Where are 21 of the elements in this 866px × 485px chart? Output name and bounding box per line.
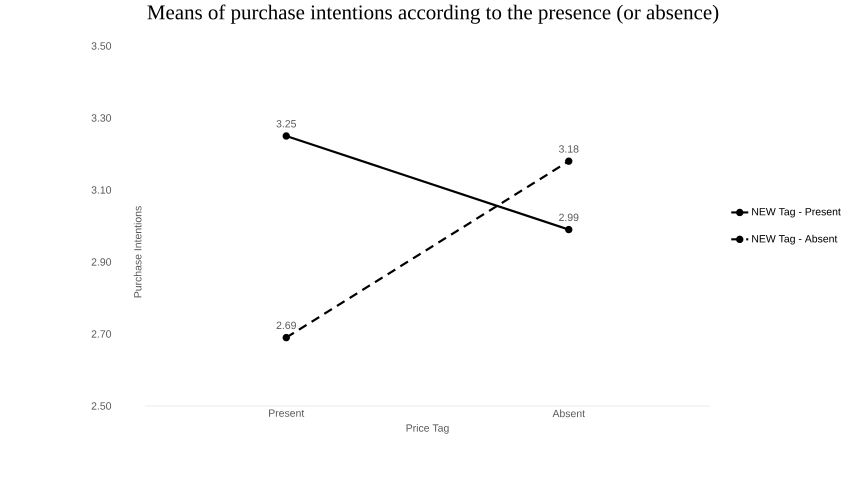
point — [282, 132, 290, 140]
data-label: 3.18 — [558, 145, 578, 153]
y-axis-title: Purchase Intentions — [134, 206, 142, 298]
y-tick-label: 2.90 — [92, 258, 112, 266]
x-axis-title: Price Tag — [406, 424, 449, 434]
y-tick-label: 2.70 — [92, 330, 112, 338]
point — [565, 157, 572, 165]
y-tick-label: 3.30 — [92, 114, 112, 122]
x-tick-label: Present — [269, 410, 304, 417]
point — [282, 334, 290, 342]
legend-label: NEW Tag - Present — [752, 208, 841, 218]
data-label: 2.69 — [276, 322, 296, 330]
data-label: 3.25 — [276, 120, 296, 128]
data-label: 2.99 — [559, 214, 578, 222]
point — [565, 226, 572, 234]
y-tick-label: 2.50 — [92, 402, 112, 410]
y-tick-label: 3.10 — [92, 186, 112, 194]
y-tick-label: 3.50 — [92, 42, 112, 50]
chart-title: Means of purchase intentions according to the presence (or absence) — [148, 4, 718, 24]
x-tick-label: Absent — [552, 410, 585, 418]
legend-label: NEW Tag - Absent — [752, 234, 838, 245]
